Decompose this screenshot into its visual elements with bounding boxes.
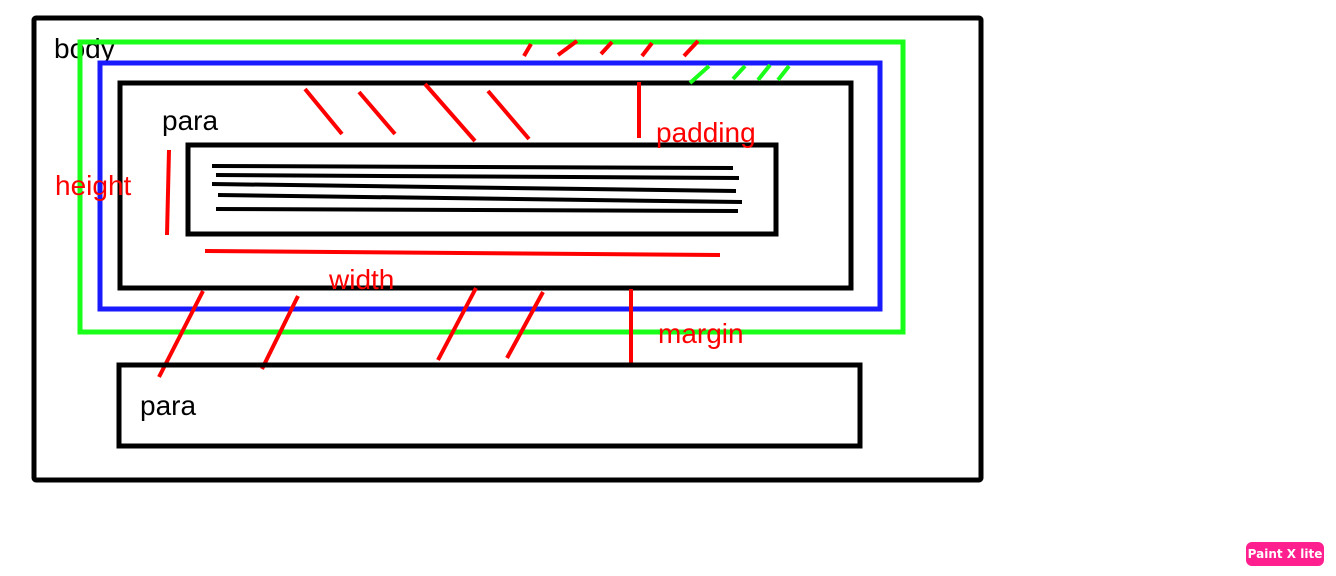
para-top-label: para xyxy=(162,105,218,136)
width-indicator xyxy=(204,249,721,257)
border-hatches xyxy=(688,63,791,85)
paint-x-lite-watermark: Paint X lite xyxy=(1246,542,1324,566)
green-outline xyxy=(77,39,906,335)
content-box xyxy=(185,142,779,237)
margin-top-hatches xyxy=(522,39,700,58)
para-bottom-label: para xyxy=(140,390,196,421)
para-outer-box xyxy=(117,80,854,291)
height-label: height xyxy=(55,170,132,201)
height-indicator xyxy=(165,149,171,236)
para-bottom-box xyxy=(116,362,863,449)
blue-outline xyxy=(97,60,883,312)
padding-hatches xyxy=(303,82,531,143)
padding-label: padding xyxy=(656,117,756,148)
body-label: body xyxy=(54,33,115,64)
width-label: width xyxy=(328,264,394,295)
margin-label: margin xyxy=(658,318,744,349)
body-box xyxy=(31,15,984,483)
content-text-lines xyxy=(211,164,743,213)
